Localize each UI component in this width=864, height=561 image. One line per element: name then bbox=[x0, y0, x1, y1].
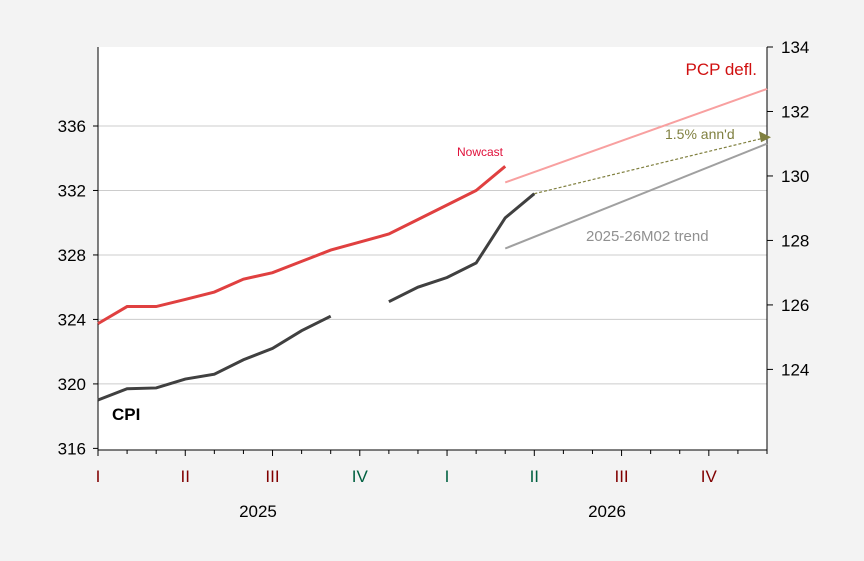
year-label: 2025 bbox=[239, 502, 277, 521]
right-tick-label: 124 bbox=[781, 360, 809, 379]
quarter-label: II bbox=[530, 467, 539, 486]
nowcast-label: Nowcast bbox=[457, 145, 504, 159]
right-tick-label: 130 bbox=[781, 167, 809, 186]
year-label: 2026 bbox=[588, 502, 626, 521]
arrow-head bbox=[759, 131, 771, 143]
quarter-label: III bbox=[614, 467, 628, 486]
series-pcp-defl- bbox=[97, 165, 507, 325]
left-tick-label: 332 bbox=[58, 181, 86, 200]
quarter-label: IV bbox=[352, 467, 369, 486]
plot-area bbox=[98, 47, 767, 450]
series-pcp-defl-projection bbox=[504, 87, 768, 184]
right-tick-label: 134 bbox=[781, 38, 809, 57]
right-tick-label: 128 bbox=[781, 231, 809, 250]
quarter-label: I bbox=[96, 467, 101, 486]
series-2025-26m02-trend bbox=[504, 142, 768, 250]
left-tick-label: 328 bbox=[58, 246, 86, 265]
right-tick-label: 132 bbox=[781, 102, 809, 121]
left-tick-label: 336 bbox=[58, 117, 86, 136]
series-cpi bbox=[97, 192, 536, 402]
right-tick-label: 126 bbox=[781, 296, 809, 315]
left-tick-label: 316 bbox=[58, 439, 86, 458]
pcp-label: PCP defl. bbox=[685, 60, 757, 79]
left-tick-label: 320 bbox=[58, 375, 86, 394]
quarter-label: II bbox=[181, 467, 190, 486]
ann-label: 1.5% ann'd bbox=[665, 126, 735, 142]
quarter-label: I bbox=[445, 467, 450, 486]
cpi-label: CPI bbox=[112, 405, 140, 424]
left-tick-label: 324 bbox=[58, 310, 86, 329]
quarter-label: III bbox=[265, 467, 279, 486]
quarter-label: IV bbox=[701, 467, 718, 486]
trend-label: 2025-26M02 trend bbox=[586, 228, 709, 245]
